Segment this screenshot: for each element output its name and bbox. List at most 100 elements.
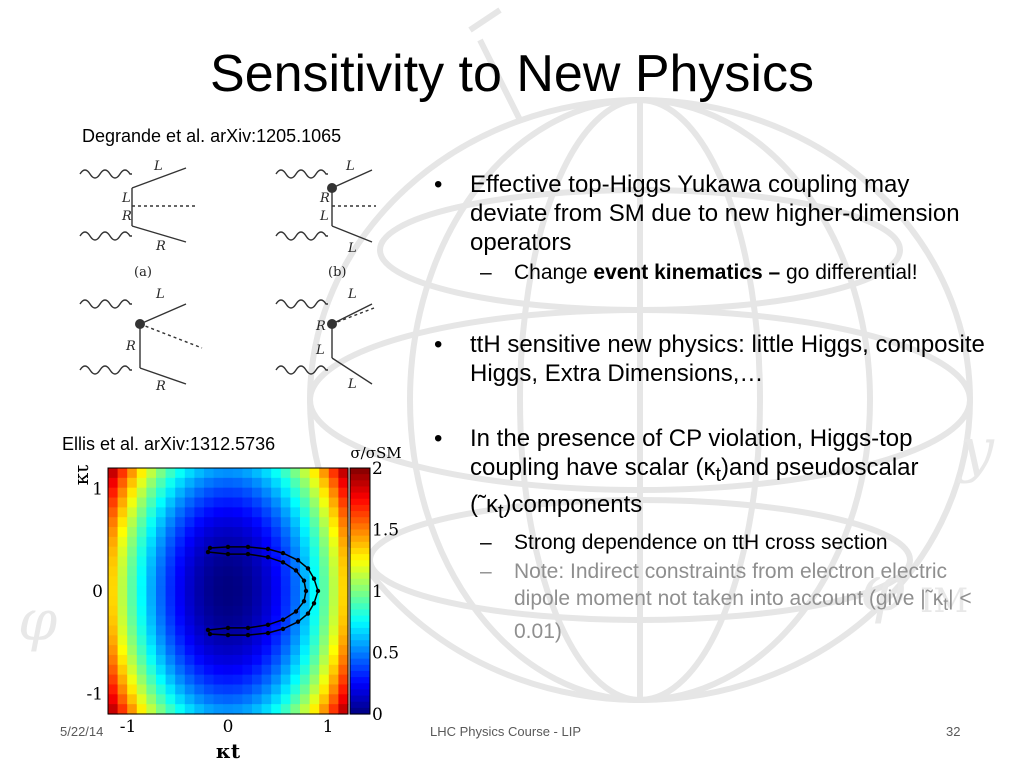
heatmap-cell <box>108 704 119 715</box>
heatmap-cell <box>309 556 320 567</box>
heatmap-cell <box>271 645 282 656</box>
heatmap-cell <box>242 605 253 617</box>
heatmap-cell <box>156 635 167 646</box>
heatmap-cell <box>175 684 186 695</box>
heatmap-cell <box>252 536 263 548</box>
colorbar-segment <box>350 572 370 580</box>
heatmap-cell <box>271 527 282 538</box>
colorbar-segment <box>350 689 370 697</box>
heatmap-cell <box>271 556 282 567</box>
heatmap-cell <box>328 645 339 656</box>
heatmap-cell <box>328 527 339 538</box>
heatmap-cell <box>165 586 176 597</box>
sub-bullet-cross-section: – Strong dependence on ttH cross section <box>480 530 888 554</box>
heatmap-cell <box>117 645 128 656</box>
heatmap-cell <box>127 694 138 705</box>
colorbar-segment <box>350 498 370 506</box>
contour-point <box>303 588 309 594</box>
heatmap-cell <box>319 468 330 479</box>
colorbar-tick-label: 0.5 <box>372 644 399 664</box>
feynman-diagram-a <box>79 167 196 243</box>
colorbar-segment <box>350 492 370 500</box>
colorbar-segment <box>350 664 370 672</box>
heatmap-cell <box>156 625 167 636</box>
heatmap-cell <box>290 615 301 627</box>
colorbar-segment <box>350 603 370 611</box>
heatmap-cell <box>204 654 215 666</box>
heatmap-cell <box>204 477 215 489</box>
heatmap-cell <box>290 468 301 479</box>
heatmap-cell <box>252 507 263 518</box>
label-l: L <box>315 343 325 358</box>
heatmap-cell <box>108 684 119 695</box>
heatmap-cell <box>261 487 272 499</box>
colorbar-segment <box>350 486 370 494</box>
heatmap-cell <box>252 497 263 508</box>
heatmap-cell <box>328 576 339 587</box>
heatmap-cell <box>108 468 119 479</box>
heatmap-cell <box>280 536 291 548</box>
heatmap-cell <box>232 487 243 499</box>
heatmap-cell <box>232 477 243 489</box>
heatmap-cell <box>319 625 330 636</box>
heatmap-cell <box>204 674 215 686</box>
heatmap-cell <box>213 625 224 636</box>
heatmap-cell <box>232 468 243 479</box>
heatmap-cell <box>146 487 157 499</box>
contour-point <box>245 625 251 631</box>
heatmap-cell <box>280 674 291 686</box>
heatmap-cell <box>261 595 272 607</box>
heatmap-cell <box>184 674 195 686</box>
heatmap-cell <box>338 625 349 636</box>
heatmap-cell <box>309 704 320 715</box>
heatmap-cell <box>194 507 205 518</box>
colorbar <box>349 467 371 715</box>
colorbar-tick-label: 2 <box>372 459 383 479</box>
heatmap-cell <box>223 615 234 627</box>
heatmap-cell <box>213 664 224 676</box>
contour-band <box>205 544 321 638</box>
heatmap-cell <box>290 477 301 489</box>
heatmap-cell <box>338 497 349 508</box>
heatmap-cell <box>136 468 147 479</box>
diagram-label-b: (b) <box>328 265 346 280</box>
bold-text: event kinematics – <box>593 261 781 284</box>
heatmap-cell <box>223 595 234 607</box>
heatmap-cell <box>319 615 330 627</box>
heatmap-cell <box>194 497 205 508</box>
label-r: R <box>315 319 326 334</box>
heatmap-cell <box>338 704 349 715</box>
heatmap-cell <box>300 536 311 548</box>
heatmap-cell <box>280 694 291 705</box>
heatmap-cell <box>213 546 224 558</box>
heatmap-cell <box>328 635 339 646</box>
heatmap-cell <box>328 556 339 567</box>
dash-marker: – <box>480 559 492 583</box>
contour-point <box>280 617 286 622</box>
bullet-cp-violation: • In the presence of CP violation, Higgs… <box>430 424 990 645</box>
heatmap-cell <box>242 556 253 567</box>
heatmap-cell <box>261 576 272 587</box>
heatmap-cell <box>184 595 195 607</box>
heatmap-cell <box>309 635 320 646</box>
colorbar-segment <box>350 468 370 475</box>
heatmap-cell <box>156 477 167 489</box>
heatmap-cell <box>328 536 339 548</box>
heatmap-cell <box>136 497 147 508</box>
heatmap-cell <box>242 507 253 518</box>
heatmap-cell <box>184 507 195 518</box>
heatmap-cell <box>242 468 253 479</box>
heatmap-cell <box>146 566 157 577</box>
heatmap-cell <box>194 487 205 499</box>
bullet-text: ttH sensitive new physics: little Higgs,… <box>470 331 985 387</box>
heatmap-cell <box>136 527 147 538</box>
heatmap-cell <box>184 586 195 597</box>
contour-point <box>311 576 317 581</box>
heatmap-cell <box>338 635 349 646</box>
x-axis-label: κt <box>216 739 241 763</box>
heatmap-cell <box>194 586 205 597</box>
heatmap-cell <box>242 536 253 548</box>
label-r: R <box>319 191 330 206</box>
heatmap-cell <box>213 507 224 518</box>
heatmap-cell <box>108 625 119 636</box>
